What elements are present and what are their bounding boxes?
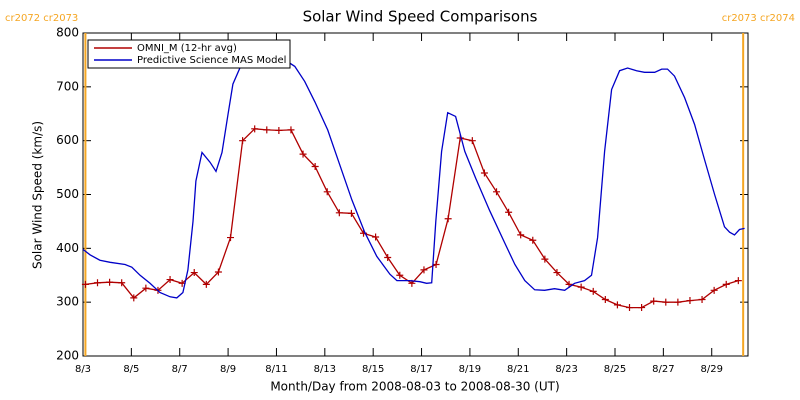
data-marker <box>190 269 198 277</box>
y-tick-label: 800 <box>56 26 79 40</box>
x-tick-label: 8/21 <box>507 364 529 375</box>
data-marker <box>130 294 138 302</box>
y-tick-label: 600 <box>56 133 79 147</box>
data-marker <box>287 126 295 134</box>
y-tick-label: 300 <box>56 295 79 309</box>
data-marker <box>589 287 597 295</box>
data-marker <box>601 295 609 303</box>
data-marker <box>299 150 307 158</box>
x-tick-label: 8/15 <box>362 364 384 375</box>
data-marker <box>106 278 114 286</box>
x-tick-label: 8/23 <box>555 364 577 375</box>
legend-box <box>87 39 291 69</box>
x-axis-label: Month/Day from 2008-08-03 to 2008-08-30 … <box>270 380 559 394</box>
x-tick-label: 8/3 <box>75 364 91 375</box>
data-marker <box>311 163 319 171</box>
x-tick-label: 8/29 <box>700 364 722 375</box>
data-marker <box>698 295 706 303</box>
data-marker <box>529 236 537 244</box>
data-marker <box>275 126 283 134</box>
y-tick-label: 700 <box>56 79 79 93</box>
x-tick-label: 8/17 <box>410 364 432 375</box>
series-line <box>82 58 745 299</box>
legend-label: Predictive Science MAS Model <box>137 55 286 66</box>
data-marker <box>227 234 235 242</box>
y-tick-label: 500 <box>56 187 79 201</box>
data-marker <box>517 231 525 239</box>
data-marker <box>202 280 210 288</box>
data-marker <box>577 283 585 291</box>
data-marker <box>118 279 126 287</box>
boundary-label: cr2073 cr2074 <box>722 13 795 24</box>
x-tick-label: 8/11 <box>265 364 287 375</box>
data-marker <box>710 286 718 294</box>
data-marker <box>396 271 404 279</box>
data-marker <box>493 188 501 196</box>
data-marker <box>722 280 730 288</box>
data-marker <box>372 233 380 241</box>
boundary-label: cr2072 cr2073 <box>5 13 78 24</box>
data-marker <box>638 304 646 312</box>
x-tick-label: 8/9 <box>220 364 236 375</box>
data-marker <box>626 304 634 312</box>
data-marker <box>468 137 476 145</box>
data-marker <box>686 297 694 305</box>
y-tick-label: 400 <box>56 241 79 255</box>
x-tick-label: 8/25 <box>604 364 626 375</box>
data-marker <box>142 284 150 292</box>
data-marker <box>432 260 440 268</box>
data-marker <box>662 298 670 306</box>
x-tick-label: 8/27 <box>652 364 674 375</box>
data-marker <box>674 298 682 306</box>
x-tick-label: 8/19 <box>459 364 481 375</box>
x-tick-label: 8/5 <box>123 364 139 375</box>
data-marker <box>251 125 259 133</box>
data-marker <box>553 269 561 277</box>
chart-title: Solar Wind Speed Comparisons <box>303 8 538 26</box>
data-marker <box>541 255 549 263</box>
data-marker <box>166 276 174 284</box>
data-marker <box>505 208 513 216</box>
data-marker <box>347 209 355 217</box>
data-marker <box>94 279 102 287</box>
y-tick-label: 200 <box>56 349 79 363</box>
data-marker <box>214 268 222 276</box>
y-axis-label: Solar Wind Speed (km/s) <box>31 121 45 269</box>
data-marker <box>335 209 343 217</box>
data-marker <box>734 277 742 285</box>
data-marker <box>384 253 392 261</box>
data-marker <box>420 266 428 274</box>
x-tick-label: 8/7 <box>172 364 188 375</box>
data-marker <box>239 137 247 145</box>
data-marker <box>81 280 89 288</box>
data-marker <box>263 126 271 134</box>
data-marker <box>650 297 658 305</box>
data-marker <box>323 188 331 196</box>
data-marker <box>613 301 621 309</box>
legend-label: OMNI_M (12-hr avg) <box>137 43 237 54</box>
data-marker <box>444 215 452 223</box>
x-tick-label: 8/13 <box>314 364 336 375</box>
data-marker <box>480 169 488 177</box>
